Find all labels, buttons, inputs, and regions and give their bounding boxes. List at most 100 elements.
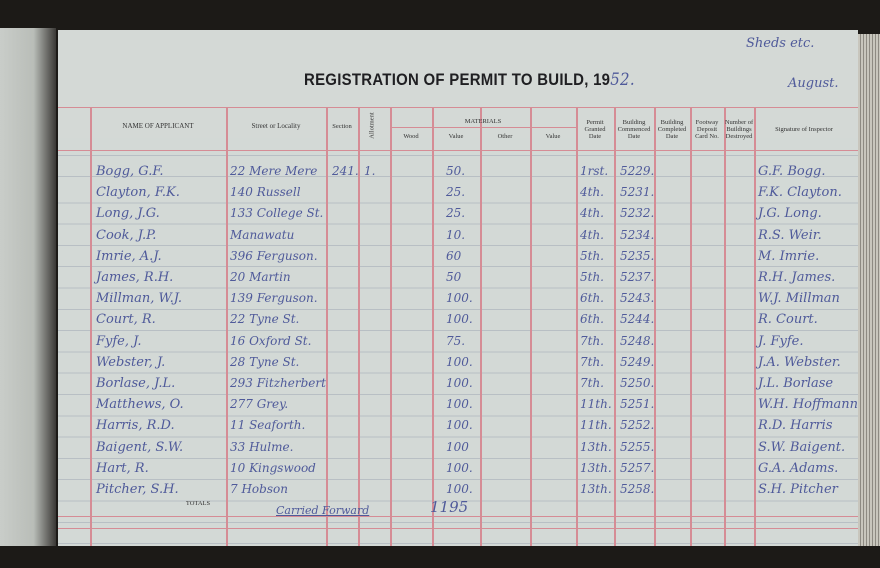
cell-value: 25.	[446, 185, 466, 200]
col-other: Other	[497, 133, 513, 140]
cell-commenced: 5234.	[620, 227, 655, 242]
cell-name: Cook, J.P.	[96, 227, 157, 243]
cell-commenced: 5235.	[620, 248, 655, 263]
cell-name: Bogg, G.F.	[96, 164, 164, 179]
cell-commenced: 5252.	[620, 418, 655, 433]
cell-permit: 11th.	[580, 418, 612, 433]
cell-street: 22 Tyne St.	[230, 312, 300, 327]
col-section: Section	[332, 123, 352, 130]
cell-name: Court, R.	[96, 312, 156, 328]
column-rule	[690, 107, 692, 546]
cell-value: 75.	[446, 333, 466, 348]
col-destroyed: Number of Buildings Destroyed	[724, 119, 754, 140]
column-rule	[654, 107, 656, 546]
table-row: Baigent, S.W. 33 Hulme. 100 13th. 5255. S.W. …	[58, 438, 858, 459]
cell-value: 100.	[446, 418, 473, 433]
cell-street: 396 Ferguson.	[230, 248, 318, 263]
cell-commenced: 5250.	[620, 376, 655, 390]
table-row: Hart, R. 10 Kingswood 100. 13th. 5257. G.A. A…	[58, 459, 858, 480]
table-row: Cook, J.P. Manawatu 10. 4th. 5234. R.S. Weir.	[58, 226, 858, 247]
cell-name: Long, J.G.	[96, 206, 160, 222]
cell-street: 20 Martin	[230, 270, 291, 284]
column-rule	[358, 107, 360, 546]
col-completed: Building Completed Date	[657, 119, 687, 140]
cell-street: 133 College St.	[230, 206, 324, 221]
column-rule	[90, 107, 92, 546]
cell-street: 11 Seaforth.	[230, 418, 306, 433]
cell-value: 100.	[446, 482, 473, 496]
cell-value: 25.	[446, 206, 466, 221]
corner-note: Sheds etc.	[746, 36, 815, 51]
cell-permit: 7th.	[580, 354, 604, 369]
cell-name: Millman, W.J.	[96, 291, 183, 307]
cell-permit: 11th.	[580, 397, 612, 412]
cell-commenced: 5244.	[620, 312, 655, 327]
cell-commenced: 5255.	[620, 439, 655, 454]
cell-commenced: 5243.	[620, 291, 655, 306]
cell-name: Baigent, S.W.	[96, 439, 184, 455]
table-row: Long, J.G. 133 College St. 25. 4th. 5232. J.G…	[58, 204, 858, 225]
table-row: Bogg, G.F. 22 Mere Mere 241. 1. 50. 1rst. 5229…	[58, 162, 858, 183]
ledger-page: Sheds etc. REGISTRATION OF PERMIT TO BUI…	[58, 30, 858, 546]
column-rule	[326, 107, 328, 546]
col-wood: Wood	[403, 133, 419, 140]
cell-street: 7 Hobson	[230, 482, 288, 496]
cell-commenced: 5258.	[620, 482, 655, 496]
rule-line	[58, 516, 858, 517]
cell-permit: 4th.	[580, 227, 604, 242]
cell-section: 241.	[332, 164, 359, 178]
table-row: Harris, R.D. 11 Seaforth. 100. 11th. 5252. R.…	[58, 416, 858, 437]
cell-permit: 4th.	[580, 206, 604, 221]
cell-street: 10 Kingswood	[230, 460, 316, 475]
cell-signature: G.A. Adams.	[758, 460, 839, 476]
cell-signature: S.W. Baigent.	[758, 439, 846, 455]
totals-value: 1195	[430, 498, 469, 516]
cell-street: Manawatu	[230, 227, 295, 242]
col-name: NAME OF APPLICANT	[122, 122, 194, 130]
cell-permit: 4th.	[580, 185, 604, 200]
table-row: Millman, W.J. 139 Ferguson. 100. 6th. 5243. W…	[58, 289, 858, 310]
table-row: Fyfe, J. 16 Oxford St. 75. 7th. 5248. J. Fyfe…	[58, 332, 858, 353]
rule-line	[390, 127, 576, 128]
cell-permit: 7th.	[580, 376, 604, 390]
cell-commenced: 5231.	[620, 185, 655, 200]
cell-commenced: 5249.	[620, 354, 655, 369]
cell-signature: R.D. Harris	[758, 418, 833, 434]
cell-permit: 5th.	[580, 248, 604, 263]
table-row: Pitcher, S.H. 7 Hobson 100. 13th. 5258. S.H. …	[58, 480, 858, 501]
col-commenced: Building Commenced Date	[617, 119, 651, 140]
cell-value: 10.	[446, 227, 466, 242]
col-materials: MATERIALS	[464, 118, 502, 125]
cell-signature: J.G. Long.	[758, 206, 822, 222]
table-row: Borlase, J.L. 293 Fitzherbert 100. 7th. 5250…	[58, 374, 858, 395]
cell-signature: R.S. Weir.	[758, 227, 822, 243]
cell-signature: J.A. Webster.	[758, 354, 841, 370]
cell-signature: S.H. Pitcher	[758, 482, 838, 497]
cell-name: Hart, R.	[96, 460, 149, 476]
cell-permit: 13th.	[580, 439, 612, 454]
cell-name: Fyfe, J.	[96, 333, 142, 349]
cell-signature: R. Court.	[758, 312, 818, 328]
column-rule	[390, 107, 392, 546]
totals-label: TOTALS	[185, 500, 211, 507]
cell-signature: W.H. Hoffmann	[758, 397, 859, 413]
cell-street: 139 Ferguson.	[230, 291, 318, 306]
table-row: Clayton, F.K. 140 Russell 25. 4th. 5231. F.K.…	[58, 183, 858, 204]
table-row: Matthews, O. 277 Grey. 100. 11th. 5251. W.H. …	[58, 395, 858, 416]
cell-permit: 7th.	[580, 333, 604, 348]
carried-forward-note: Carried Forward	[276, 504, 370, 517]
column-rule	[754, 107, 756, 546]
cell-commenced: 5248.	[620, 333, 655, 348]
cell-street: 33 Hulme.	[230, 439, 294, 454]
col-footway: Footway Deposit Card No.	[695, 119, 719, 140]
column-rule	[432, 107, 434, 546]
cell-commenced: 5237.	[620, 270, 655, 284]
cell-street: 22 Mere Mere	[230, 164, 318, 178]
column-rule	[576, 107, 578, 546]
cell-signature: R.H. James.	[758, 270, 836, 285]
cell-value: 100	[446, 439, 469, 454]
col-permit: Permit Granted Date	[584, 119, 606, 140]
cell-permit: 13th.	[580, 482, 612, 496]
col-signature: Signature of Inspector	[775, 126, 833, 133]
cell-street: 277 Grey.	[230, 397, 289, 412]
